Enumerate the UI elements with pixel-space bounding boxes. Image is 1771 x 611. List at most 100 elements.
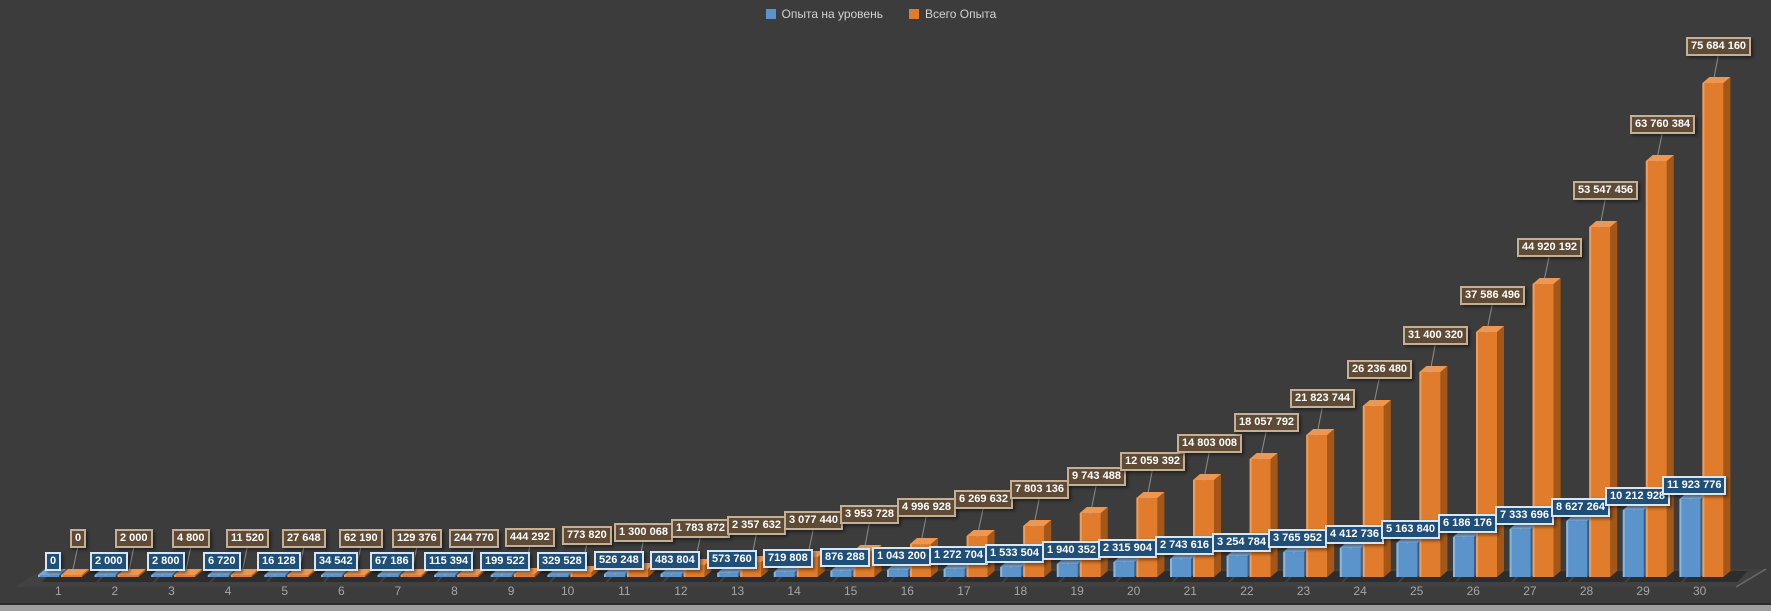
bar-front-face xyxy=(1056,564,1078,577)
bar-edge-highlight xyxy=(1419,372,1422,577)
bar-front-face xyxy=(1622,510,1644,577)
x-axis-label: 4 xyxy=(224,584,232,598)
leader-line xyxy=(1429,342,1436,374)
bar-side-face xyxy=(251,569,259,577)
legend-item-total[interactable]: Всего Опыта xyxy=(908,7,997,21)
bar-total[interactable] xyxy=(1645,155,1674,577)
leader-line xyxy=(71,545,79,577)
legend-item-per-level[interactable]: Опыта на уровень xyxy=(765,7,883,21)
bar-edge-highlight xyxy=(61,575,63,577)
data-label-per-level: 719 808 xyxy=(763,549,813,568)
bar-edge-highlight xyxy=(627,569,629,577)
bar-edge-highlight xyxy=(1396,543,1399,577)
bar-edge-highlight xyxy=(400,575,403,577)
leader-line xyxy=(1203,450,1210,482)
data-label-per-level: 2 800 xyxy=(147,552,185,571)
window-bottom-edge xyxy=(0,603,1771,611)
bar-top-face xyxy=(1249,453,1278,459)
bar-edge-highlight xyxy=(1283,552,1286,577)
bar-edge-highlight xyxy=(1679,499,1682,577)
bar-top-face xyxy=(1306,429,1335,435)
leader-line xyxy=(1316,405,1323,437)
bar-edge-highlight xyxy=(1532,284,1535,577)
x-axis-label: 7 xyxy=(394,584,402,598)
x-axis-label: 10 xyxy=(561,584,575,598)
bar-edge-highlight xyxy=(604,574,606,577)
bar-edge-highlight xyxy=(457,575,460,577)
bar-side-face xyxy=(59,569,66,577)
bar-edge-highlight xyxy=(434,575,437,577)
leader-line xyxy=(1146,468,1153,500)
bar-edge-highlight xyxy=(1476,332,1478,577)
bar-edge-highlight xyxy=(1000,567,1003,577)
bar-side-face xyxy=(195,569,203,577)
x-axis-label: 12 xyxy=(674,584,688,598)
x-axis-label: 13 xyxy=(730,584,745,598)
bar-front-face xyxy=(1679,499,1701,577)
bar-front-face xyxy=(773,572,795,577)
data-label-total: 11 520 xyxy=(226,529,270,548)
bar-side-face xyxy=(342,569,349,577)
x-axis-label: 18 xyxy=(1013,584,1028,598)
bar-top-face xyxy=(1532,278,1561,284)
bar-front-face xyxy=(943,569,965,577)
bar-edge-highlight xyxy=(207,575,210,577)
bar-top-face xyxy=(966,530,995,536)
bar-side-face xyxy=(1157,492,1165,577)
data-label-per-level: 34 542 xyxy=(314,552,358,571)
bar-edge-highlight xyxy=(887,570,889,577)
bar-side-face xyxy=(228,569,236,577)
x-axis-label: 16 xyxy=(900,584,914,598)
bar-edge-highlight xyxy=(264,575,267,577)
bar-edge-highlight xyxy=(740,562,743,577)
bar-edge-highlight xyxy=(1702,83,1705,577)
data-label-total: 53 547 456 xyxy=(1573,181,1639,200)
bar-edge-highlight xyxy=(1113,562,1116,577)
bar-edge-highlight xyxy=(1306,435,1309,577)
bar-front-face xyxy=(830,571,852,577)
data-label-per-level: 573 760 xyxy=(707,550,757,569)
bar-edge-highlight xyxy=(1170,559,1172,577)
bar-edge-highlight xyxy=(1056,564,1059,577)
bar-top-face xyxy=(910,538,938,544)
data-label-total: 9 743 488 xyxy=(1067,467,1126,486)
data-label-total: 75 684 160 xyxy=(1686,37,1752,56)
bar-edge-highlight xyxy=(377,575,380,577)
floor-right-edge xyxy=(1735,568,1767,588)
legend-swatch-per-level-icon xyxy=(765,9,776,19)
bar-front-face xyxy=(1532,284,1554,577)
bar-edge-highlight xyxy=(1453,537,1455,577)
data-label-total: 27 648 xyxy=(282,529,326,548)
leader-line xyxy=(1089,483,1097,515)
bar-side-face xyxy=(1666,155,1674,577)
bar-edge-highlight xyxy=(151,575,154,577)
data-label-per-level: 199 522 xyxy=(480,552,530,571)
leader-line xyxy=(297,545,305,577)
leader-line xyxy=(1259,429,1267,461)
data-label-per-level: 11 923 776 xyxy=(1662,476,1727,495)
bar-edge-highlight xyxy=(38,575,40,577)
bar-top-face xyxy=(1419,366,1448,372)
data-label-per-level: 1 533 504 xyxy=(985,544,1044,563)
bar-front-face xyxy=(1339,548,1361,577)
data-label-per-level: 0 xyxy=(45,552,62,571)
data-label-total: 12 059 392 xyxy=(1120,452,1186,471)
x-axis-label: 5 xyxy=(281,584,289,598)
bar-edge-highlight xyxy=(344,575,346,577)
bar-front-face xyxy=(1113,562,1135,577)
bar-top-face xyxy=(1193,474,1221,480)
bar-edge-highlight xyxy=(321,575,323,577)
data-label-total: 4 800 xyxy=(172,529,210,548)
legend-label-total: Всего Опыта xyxy=(924,7,997,21)
data-label-total: 21 823 744 xyxy=(1290,389,1356,408)
bar-front-face xyxy=(604,574,625,577)
data-label-total: 129 376 xyxy=(392,529,442,548)
bar-total[interactable] xyxy=(1702,77,1731,577)
legend-swatch-total-icon xyxy=(908,9,919,19)
x-axis-label: 27 xyxy=(1523,584,1537,598)
data-label-total: 31 400 320 xyxy=(1403,326,1469,345)
bar-side-face xyxy=(421,569,429,577)
bar-front-face xyxy=(1589,227,1611,577)
